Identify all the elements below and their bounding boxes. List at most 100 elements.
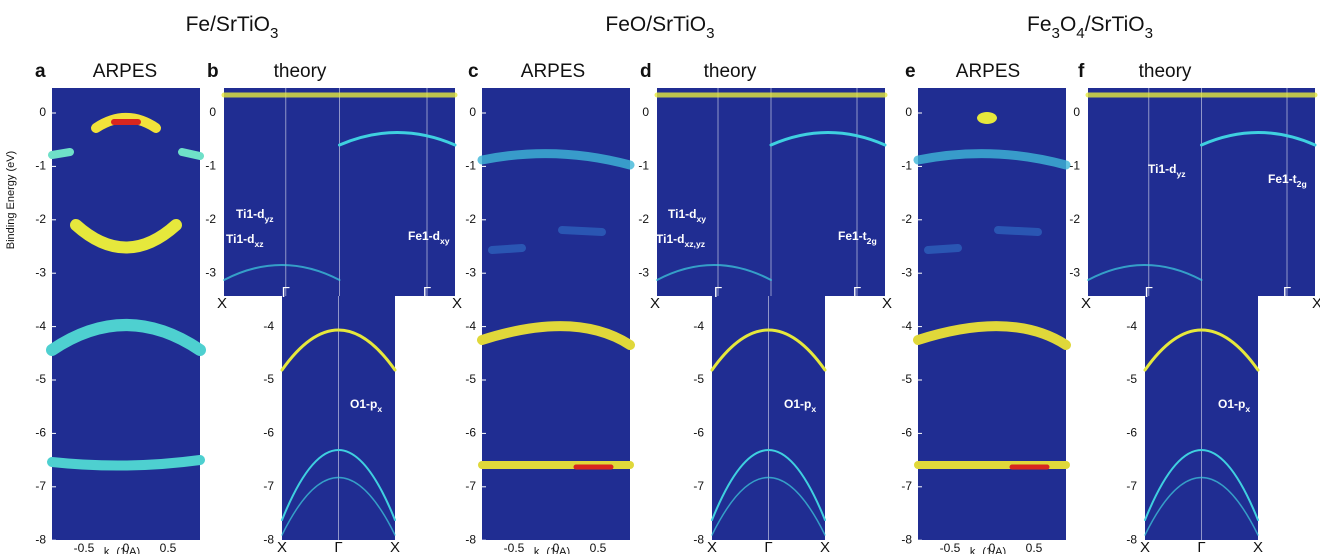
text-segment: (1/A) xyxy=(979,546,1006,554)
symmetry-label: X xyxy=(707,539,717,554)
band-decoration xyxy=(769,131,887,147)
y-tick-label: -5 xyxy=(901,372,912,386)
band-decoration xyxy=(924,226,1042,254)
symmetry-label: X xyxy=(882,295,892,312)
band-decoration xyxy=(70,219,182,254)
panel-heading: ARPES xyxy=(956,61,1020,82)
x-tick-label: 0 xyxy=(553,541,560,554)
text-segment: k xyxy=(970,546,976,554)
y-tick-label: -1 xyxy=(901,159,912,173)
text-segment: O1-p xyxy=(1218,397,1245,411)
x-tick-label: 0.5 xyxy=(1026,541,1043,554)
band-decoration xyxy=(656,264,772,281)
subscript: 2g xyxy=(867,236,877,246)
y-tick-label: -2 xyxy=(465,212,476,226)
text-segment: Ti1-d xyxy=(236,207,264,221)
symmetry-label: X xyxy=(1140,539,1150,554)
y-axis-label: Binding Energy (eV) xyxy=(5,151,17,249)
y-tick-label: -2 xyxy=(638,212,649,226)
y-tick-label: 0 xyxy=(642,105,649,119)
subscript: xz,yz xyxy=(684,239,705,249)
x-tick-label: -0.5 xyxy=(940,541,961,554)
band-annotation: O1-px xyxy=(784,397,816,414)
y-tick-label: -2 xyxy=(35,212,46,226)
symmetry-label: X xyxy=(277,539,287,554)
y-tick-label: -8 xyxy=(693,532,704,546)
band-annotation: Ti1-dyz xyxy=(1148,162,1186,179)
text-segment: O xyxy=(1060,13,1076,36)
y-tick-label: -8 xyxy=(465,532,476,546)
y-tick-label: -1 xyxy=(35,159,46,173)
band-decoration xyxy=(710,328,827,372)
subscript: yz xyxy=(1176,169,1185,179)
band-decoration xyxy=(281,449,396,521)
subscript: 4 xyxy=(1076,25,1084,42)
panel-heading: theory xyxy=(704,61,757,82)
text-segment: k xyxy=(534,546,540,554)
y-tick-label: -4 xyxy=(35,319,46,333)
panel-letter: c xyxy=(468,61,479,82)
subscript: xz xyxy=(254,239,263,249)
subscript: 3 xyxy=(1052,25,1060,42)
y-tick-label: -1 xyxy=(638,159,649,173)
y-tick-label: 0 xyxy=(905,105,912,119)
band-decoration xyxy=(1143,328,1260,372)
text-segment: Fe/SrTiO xyxy=(186,13,270,36)
band-decoration xyxy=(338,131,457,147)
band-annotation: O1-px xyxy=(350,397,382,414)
y-tick-label: 0 xyxy=(469,105,476,119)
band-decoration xyxy=(91,113,161,133)
y-tick-label: -7 xyxy=(1126,479,1137,493)
y-tick-label: -4 xyxy=(465,319,476,333)
symmetry-label: Γ xyxy=(423,284,431,301)
y-tick-label: -4 xyxy=(901,319,912,333)
subscript: xy xyxy=(440,236,450,246)
subscript: 3 xyxy=(706,25,714,42)
y-tick-label: -3 xyxy=(35,265,46,279)
y-tick-label: -5 xyxy=(263,372,274,386)
group-title: Fe3O4/SrTiO3 xyxy=(1027,13,1153,42)
y-tick-label: -8 xyxy=(901,532,912,546)
y-tick-label: -4 xyxy=(263,319,274,333)
y-tick-label: -1 xyxy=(205,159,216,173)
band-annotation: Fe1-t2g xyxy=(838,229,877,246)
text-segment: Fe1-d xyxy=(408,229,440,243)
symmetry-label: Γ xyxy=(1197,539,1205,554)
symmetry-label: X xyxy=(452,295,462,312)
band-decoration xyxy=(711,477,826,536)
spot-decoration xyxy=(977,112,997,124)
panel-heading: ARPES xyxy=(521,61,585,82)
panel-letter: e xyxy=(905,61,916,82)
y-tick-label: -6 xyxy=(901,426,912,440)
y-tick-label: -4 xyxy=(693,319,704,333)
panel-letter: a xyxy=(35,61,46,82)
subscript: x xyxy=(1245,404,1250,414)
text-segment: Fe1-t xyxy=(1268,172,1297,186)
symmetry-label: Γ xyxy=(1145,284,1153,301)
y-tick-label: -7 xyxy=(693,479,704,493)
symmetry-label: X xyxy=(1312,295,1320,312)
band-decoration xyxy=(281,477,396,536)
subscript: x xyxy=(975,552,979,554)
y-tick-label: -8 xyxy=(35,532,46,546)
symmetry-label: X xyxy=(1081,295,1091,312)
band-decoration xyxy=(1200,131,1317,147)
symmetry-label: Γ xyxy=(282,284,290,301)
x-tick-label: -0.5 xyxy=(74,541,95,554)
y-tick-label: -5 xyxy=(35,372,46,386)
band-annotation: Fe1-dxy xyxy=(408,229,450,246)
subscript: 3 xyxy=(270,25,278,42)
text-segment: /SrTiO xyxy=(1085,13,1145,36)
y-tick-label: -5 xyxy=(693,372,704,386)
group-title: FeO/SrTiO3 xyxy=(605,13,714,42)
band-annotation: Ti1-dxz xyxy=(226,232,264,249)
subscript: yz xyxy=(264,214,273,224)
text-segment: k xyxy=(104,546,110,554)
band-decoration xyxy=(1144,477,1259,536)
subscript: x xyxy=(109,552,113,554)
y-tick-label: -5 xyxy=(1126,372,1137,386)
subscript: x xyxy=(377,404,382,414)
arpes-image xyxy=(52,88,200,540)
subscript: 2g xyxy=(1297,179,1307,189)
